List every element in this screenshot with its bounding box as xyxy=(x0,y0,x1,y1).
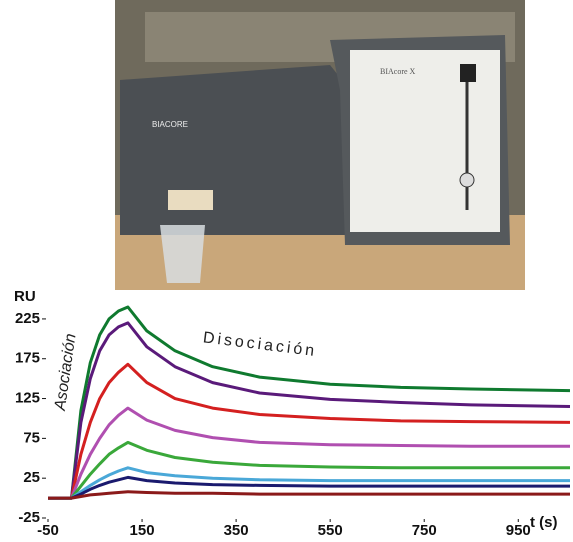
series-line xyxy=(48,406,570,500)
x-tick-label: -50 xyxy=(37,522,59,539)
y-tick-label: 25 xyxy=(23,469,40,486)
x-tick-label: 550 xyxy=(318,522,343,539)
x-tick-label: 750 xyxy=(412,522,437,539)
series-line xyxy=(48,321,571,500)
annotation: Asociación xyxy=(52,332,80,412)
y-tick-label: 75 xyxy=(23,429,40,446)
brand-label: BIACORE xyxy=(152,120,188,129)
model-label: BIAcore X xyxy=(380,67,416,76)
y-tick-label: 125 xyxy=(15,390,40,407)
annotation: Disociación xyxy=(202,329,318,360)
x-tick-label: 150 xyxy=(130,522,155,539)
instrument-body xyxy=(120,65,350,235)
sample-holder xyxy=(168,190,213,210)
x-tick-label: 350 xyxy=(224,522,249,539)
series-line xyxy=(48,466,570,500)
series-line xyxy=(48,305,571,500)
panel-clamp xyxy=(460,64,476,82)
y-tick-label: 175 xyxy=(15,350,40,367)
series-line xyxy=(48,440,570,500)
series-line xyxy=(48,362,571,500)
y-tick-label: -25 xyxy=(18,509,40,526)
y-axis-label: RU xyxy=(14,288,36,305)
y-tick-label: 225 xyxy=(15,310,40,327)
series-line xyxy=(48,475,570,500)
x-axis-label: t (s) xyxy=(530,514,558,531)
x-tick-label: 950 xyxy=(506,522,531,539)
beaker xyxy=(160,225,205,283)
instrument-photo: BIACORE BIAcore X xyxy=(115,0,525,290)
front-panel xyxy=(350,50,500,232)
series-line xyxy=(48,490,570,500)
panel-knob xyxy=(459,172,475,188)
